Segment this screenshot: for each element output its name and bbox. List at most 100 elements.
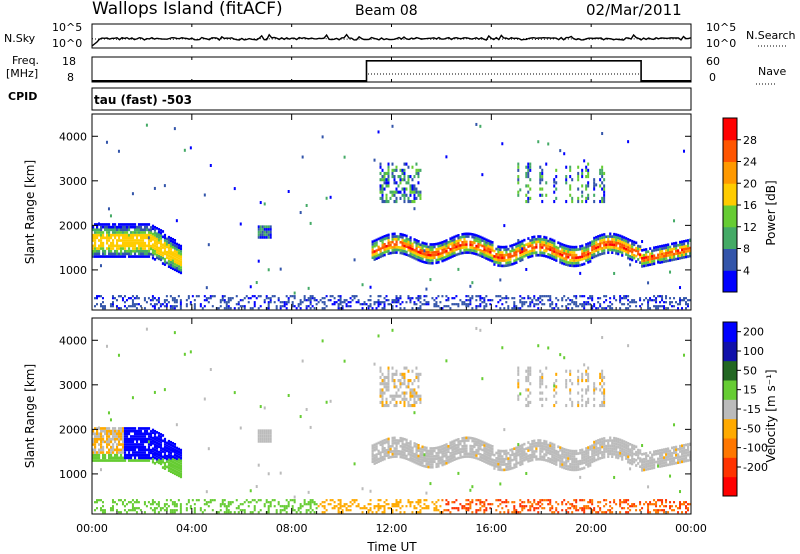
velocity-cell bbox=[111, 432, 115, 436]
power-cell bbox=[103, 255, 107, 258]
velocity-cell bbox=[523, 442, 526, 446]
velocity-cell bbox=[581, 375, 584, 380]
power-cell bbox=[93, 236, 97, 240]
power-cell bbox=[449, 256, 452, 259]
power-cell bbox=[239, 305, 242, 308]
velocity-cell bbox=[355, 499, 358, 502]
velocity-cell bbox=[165, 441, 169, 445]
power-cell bbox=[537, 299, 540, 302]
velocity-cell bbox=[485, 450, 488, 454]
velocity-cell bbox=[387, 453, 390, 457]
power-cell bbox=[523, 254, 526, 258]
power-cell bbox=[479, 243, 482, 247]
power-cell bbox=[421, 303, 424, 306]
power-cell bbox=[361, 303, 364, 306]
velocity-cell bbox=[489, 503, 492, 506]
power-cell bbox=[585, 168, 588, 172]
power-cell bbox=[491, 299, 494, 302]
velocity-cell bbox=[605, 439, 608, 443]
power-cell bbox=[595, 235, 598, 239]
velocity-cell bbox=[555, 501, 558, 504]
power-cell bbox=[399, 297, 402, 300]
velocity-cell bbox=[529, 445, 532, 449]
power-cell bbox=[569, 253, 572, 257]
power-cell bbox=[413, 303, 416, 306]
power-cell bbox=[419, 190, 422, 194]
velocity-cell bbox=[555, 509, 558, 512]
power-cell bbox=[101, 255, 105, 258]
power-cell bbox=[123, 305, 126, 308]
power-cell bbox=[685, 239, 688, 243]
velocity-cell bbox=[165, 444, 169, 447]
velocity-cell bbox=[405, 397, 408, 401]
velocity-cell bbox=[309, 425, 312, 429]
power-cell bbox=[437, 247, 440, 251]
velocity-cell bbox=[385, 438, 388, 441]
power-cell bbox=[577, 264, 580, 267]
power-cell bbox=[373, 239, 376, 243]
power-cell bbox=[207, 243, 210, 247]
power-cell bbox=[591, 295, 594, 298]
power-cell bbox=[629, 239, 632, 242]
power-cell bbox=[417, 245, 420, 249]
power-cell bbox=[151, 246, 155, 249]
velocity-cell bbox=[485, 499, 488, 502]
velocity-cell bbox=[605, 447, 608, 451]
power-cell bbox=[511, 246, 514, 250]
power-cell bbox=[399, 303, 402, 306]
power-cell bbox=[403, 233, 406, 237]
velocity-cell bbox=[383, 403, 386, 408]
power-cell bbox=[549, 253, 552, 257]
power-cell bbox=[381, 254, 384, 258]
velocity-cell bbox=[603, 442, 606, 446]
power-cell bbox=[609, 240, 612, 244]
velocity-cell bbox=[375, 453, 378, 456]
velocity-cell bbox=[443, 462, 446, 466]
velocity-cell bbox=[413, 505, 416, 508]
velocity-cell bbox=[587, 501, 590, 504]
power-cell bbox=[135, 236, 139, 240]
power-cell bbox=[445, 255, 448, 258]
power-cell bbox=[369, 299, 372, 302]
power-cell bbox=[293, 297, 296, 300]
power-cell bbox=[393, 301, 396, 304]
power-cell bbox=[679, 246, 682, 249]
power-cell bbox=[445, 239, 448, 242]
power-cell bbox=[525, 243, 528, 246]
velocity-cell bbox=[531, 450, 534, 454]
power-cell bbox=[159, 231, 163, 235]
velocity-cell bbox=[235, 507, 238, 510]
velocity-cell bbox=[525, 388, 528, 392]
power-cell bbox=[687, 303, 690, 306]
power-cell bbox=[97, 233, 101, 237]
power-cell bbox=[307, 305, 310, 308]
velocity-cell bbox=[311, 509, 314, 512]
power-cell bbox=[435, 261, 438, 265]
power-cell bbox=[415, 297, 418, 300]
power-cell bbox=[553, 180, 556, 184]
power-cell bbox=[339, 299, 342, 302]
power-cell bbox=[529, 168, 532, 172]
velocity-cell bbox=[407, 452, 410, 456]
velocity-cell bbox=[383, 449, 386, 453]
power-cell bbox=[585, 187, 588, 191]
velocity-cell bbox=[577, 391, 580, 395]
velocity-cell bbox=[111, 445, 115, 449]
velocity-cell bbox=[521, 509, 524, 512]
power-cell bbox=[583, 301, 586, 304]
power-cell bbox=[513, 262, 516, 265]
power-cell bbox=[405, 234, 408, 238]
power-cell bbox=[555, 181, 558, 185]
velocity-cell bbox=[479, 501, 482, 504]
power-cell bbox=[101, 244, 105, 248]
power-cell bbox=[413, 199, 416, 204]
power-cell bbox=[413, 175, 416, 179]
power-cell bbox=[141, 249, 145, 253]
power-cell bbox=[235, 295, 238, 298]
power-cell bbox=[413, 301, 416, 304]
velocity-cell bbox=[103, 511, 106, 514]
noise-line bbox=[91, 33, 692, 47]
power-cell bbox=[659, 258, 662, 262]
power-cell bbox=[109, 244, 113, 248]
power-cell bbox=[551, 249, 554, 252]
